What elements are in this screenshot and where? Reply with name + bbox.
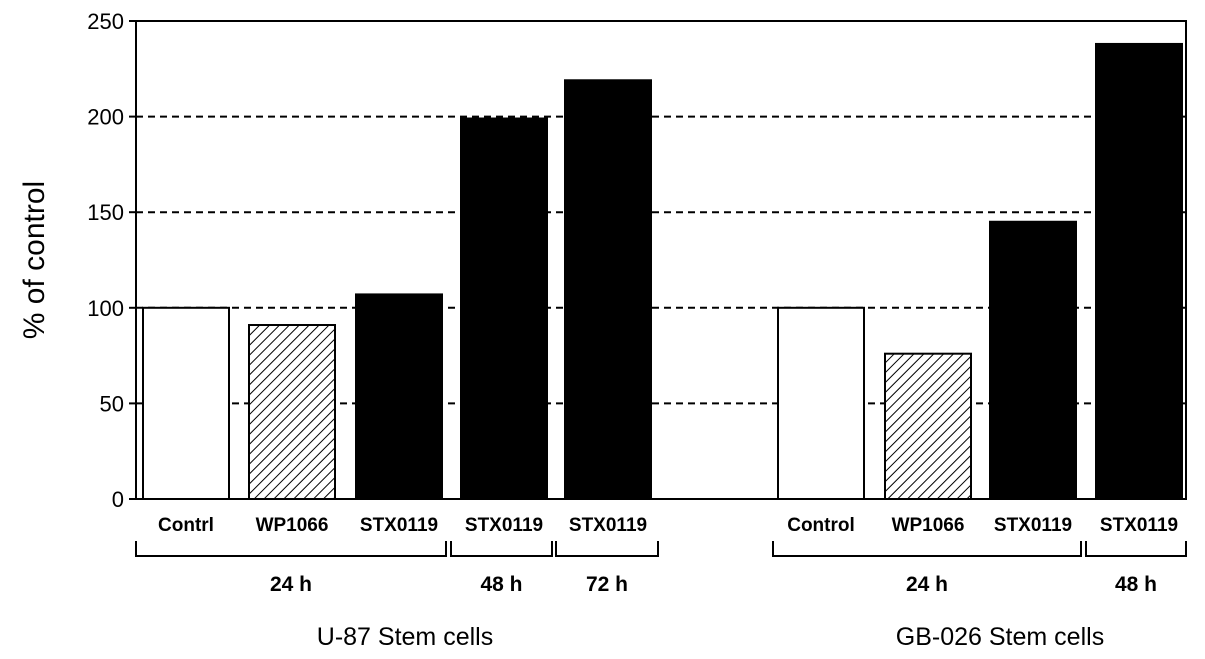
time-group-label: 24 h [270,573,312,596]
category-label: WP1066 [892,515,965,536]
category-label: Control [787,515,855,536]
category-label: STX0119 [360,515,438,536]
labels: 0 50 100 150 200 250 % of control Contrl WP1066 S… [18,9,1178,651]
time-bracket [1085,541,1187,557]
category-label: STX0119 [569,515,647,536]
time-group-label: 72 h [586,573,628,596]
bar-2 [355,293,443,500]
time-bracket [135,541,447,557]
category-label: Contrl [158,515,214,536]
bars [142,42,1183,501]
bar-8 [1095,42,1183,500]
y-tick-label: 200 [87,105,124,130]
cell-group-label: GB-026 Stem cells [896,623,1104,651]
bar-7 [989,220,1077,500]
bar-4 [564,79,652,500]
time-group-label: 24 h [906,573,948,596]
axes [129,20,1187,557]
time-bracket [555,541,659,557]
category-label: STX0119 [1100,515,1178,536]
cell-group-label: U-87 Stem cells [317,623,493,651]
bar-1 [248,324,336,500]
y-axis-title: % of control [18,181,51,339]
time-group-label: 48 h [480,573,522,596]
bar-0 [142,306,230,500]
bar-5 [777,306,865,500]
time-bracket [450,541,553,557]
y-tick-label: 250 [87,9,124,34]
category-label: STX0119 [994,515,1072,536]
bar-3 [460,117,548,501]
time-bracket [772,541,1082,557]
y-tick-label: 100 [87,296,124,321]
category-label: STX0119 [465,515,543,536]
plot-frame [135,20,1187,500]
y-tick-label: 150 [87,200,124,225]
bar-6 [884,352,972,500]
category-label: WP1066 [256,515,329,536]
y-tick-label: 50 [100,391,124,416]
y-tick-label: 0 [112,487,124,512]
time-group-label: 48 h [1115,573,1157,596]
